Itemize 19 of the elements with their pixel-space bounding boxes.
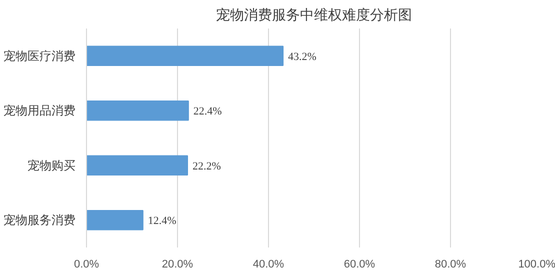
x-tick-label: 0.0%	[74, 258, 100, 270]
bar	[86, 155, 188, 176]
bar	[86, 46, 284, 66]
data-label: 43.2%	[288, 50, 316, 63]
chart-title: 宠物消费服务中维权难度分析图	[216, 8, 412, 24]
data-label: 12.4%	[148, 215, 176, 228]
x-tick-label: 60.0%	[344, 258, 376, 270]
y-tick-label: 宠物购买	[28, 158, 76, 172]
data-label: 22.4%	[193, 106, 222, 118]
x-tick-label: 20.0%	[162, 258, 194, 270]
x-tick-label: 100.0%	[518, 258, 555, 270]
y-tick-label: 宠物服务消费	[4, 213, 76, 228]
y-tick-label: 宠物用品消费	[4, 104, 76, 118]
x-tick-label: 80.0%	[434, 258, 466, 270]
x-tick-label: 40.0%	[252, 258, 284, 270]
bar	[86, 100, 189, 121]
data-label: 22.2%	[192, 160, 221, 172]
bar	[86, 210, 144, 230]
y-tick-label: 宠物医疗消费	[4, 48, 76, 63]
